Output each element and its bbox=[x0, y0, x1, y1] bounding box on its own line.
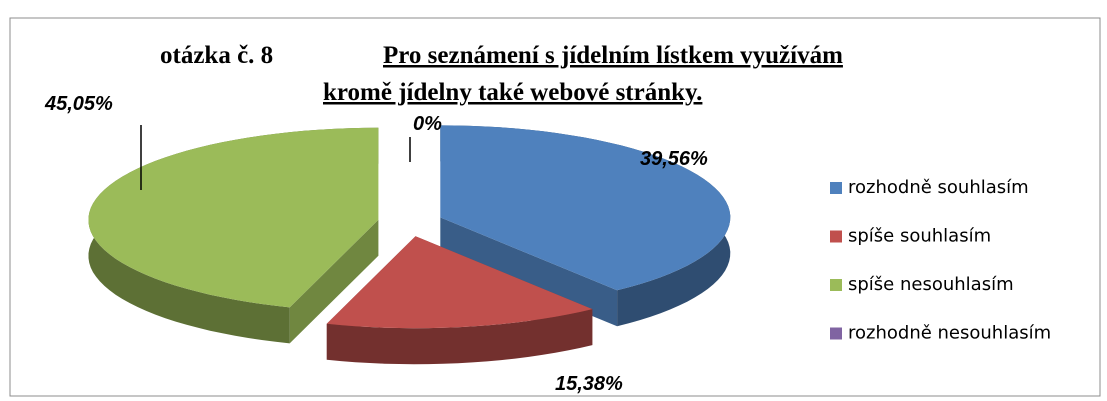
legend-label: rozhodně nesouhlasím bbox=[848, 323, 1051, 344]
legend-label: rozhodně souhlasím bbox=[848, 177, 1029, 198]
legend-swatch bbox=[830, 230, 842, 243]
question-label: otázka č. 8 bbox=[160, 42, 273, 69]
data-label: 39,56% bbox=[640, 148, 708, 170]
chart-title: kromě jídelny také webové stránky. bbox=[323, 79, 702, 106]
legend-swatch bbox=[830, 279, 842, 291]
pie-slice bbox=[440, 125, 731, 291]
data-label: 15,38% bbox=[555, 373, 623, 395]
slice-side bbox=[326, 309, 593, 365]
legend-swatch bbox=[830, 327, 842, 340]
slice-side bbox=[440, 217, 618, 327]
pie-slice bbox=[88, 127, 379, 308]
pie-slice bbox=[326, 236, 593, 329]
legend-swatch bbox=[830, 182, 842, 194]
legend-label: spíše souhlasím bbox=[848, 226, 991, 247]
data-label: 0% bbox=[413, 113, 442, 135]
chart-title: Pro seznámení s jídelním lístkem využívá… bbox=[383, 42, 843, 69]
legend-label: spíše nesouhlasím bbox=[848, 274, 1014, 295]
slice-side bbox=[289, 219, 379, 344]
data-label: 45,05% bbox=[44, 93, 113, 115]
